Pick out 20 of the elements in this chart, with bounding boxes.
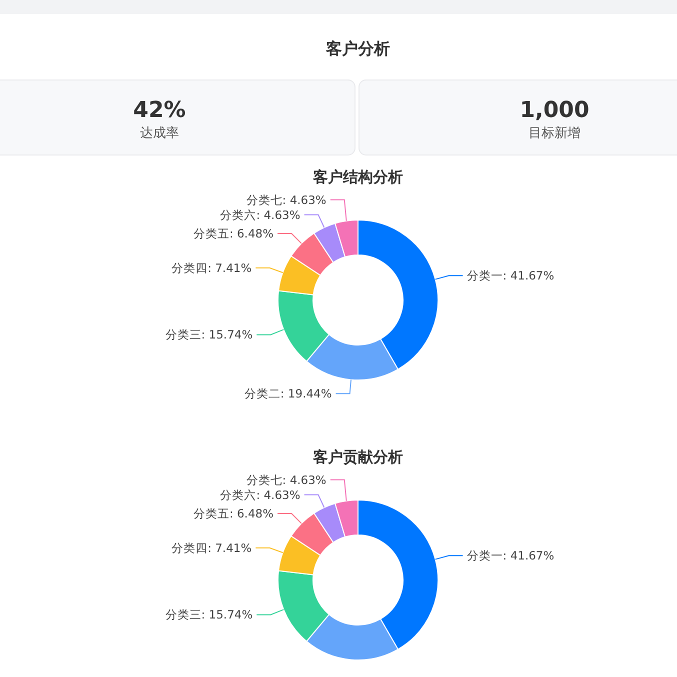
text: 42% [133,98,186,123]
slice-label: 分类五: 6.48% [193,226,274,241]
slice-label: 分类四: 7.41% [172,260,252,275]
slice-label: 分类五: 6.48% [193,506,274,521]
slice-label: 分类七: 4.63% [246,472,326,487]
chart-title: 客户贡献分析 [312,448,403,466]
chart-title: 客户结构分析 [312,168,403,186]
slice-label: 分类七: 4.63% [246,192,326,207]
slice-label: 分类六: 4.63% [220,488,300,502]
slice-label: 分类四: 7.41% [172,540,252,555]
text: 客户分析 [325,39,390,58]
slice-label: 分类一: 41.67% [466,548,554,563]
slice-label: 分类二: 19.44% [244,386,332,401]
slice-label: 分类三: 15.74% [165,608,253,622]
text: 1,000 [520,98,590,123]
slice-label: 分类六: 4.63% [220,208,300,222]
slice-label: 分类一: 41.67% [466,268,554,283]
text: 达成率 [140,125,179,141]
slice-label: 分类三: 15.74% [165,328,253,342]
text: 目标新增 [528,126,580,141]
